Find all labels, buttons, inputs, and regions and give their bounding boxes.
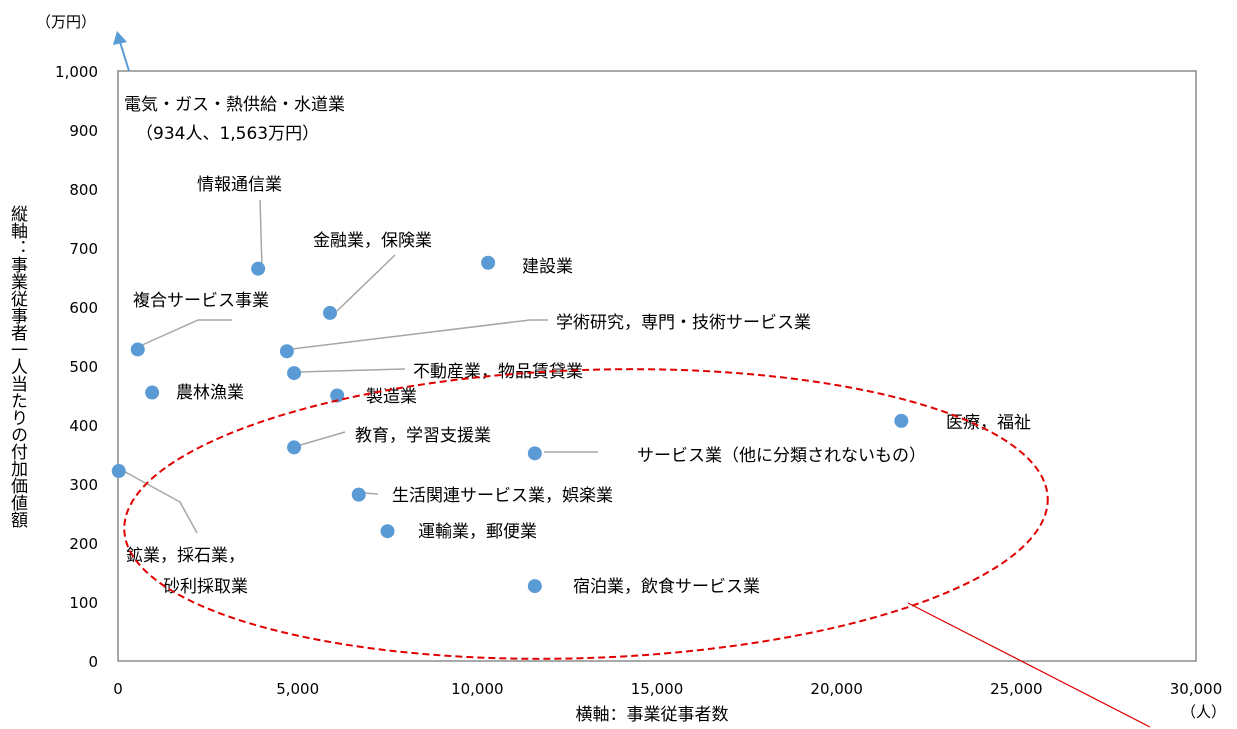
label-fudosan: 不動産業，物品賃貸業 (413, 362, 583, 382)
y-tick-label: 800 (69, 181, 98, 199)
x-axis-title: 横軸：事業従事者数 (576, 705, 729, 725)
y-tick-label: 0 (88, 653, 98, 671)
x-tick-label: 5,000 (276, 680, 319, 698)
y-tick-label: 1,000 (55, 63, 98, 81)
x-tick-label: 10,000 (451, 680, 504, 698)
label-kyoiku: 教育，学習支援業 (355, 426, 491, 446)
label-kinyu: 金融業，保険業 (313, 231, 432, 251)
y-tick-label: 700 (69, 240, 98, 258)
ellipse-pointer-line (907, 602, 1151, 728)
y-tick-label: 600 (69, 299, 98, 317)
point-iryo (894, 413, 909, 428)
x-unit-label: （人） (1181, 703, 1226, 721)
label-joho: 情報通信業 (197, 175, 282, 195)
off-scale-arrow-head (113, 31, 127, 45)
label-denki: 電気・ガス・熱供給・水道業 (124, 95, 345, 115)
label-noringyo: 農林漁業 (176, 383, 244, 403)
point-seizo (330, 388, 345, 403)
label-kogyo: 鉱業，採石業， (126, 546, 245, 566)
plot-area (117, 70, 1197, 662)
label-iryo: 医療，福祉 (946, 413, 1031, 433)
point-kensetsu (481, 255, 496, 270)
leader-joho (259, 199, 263, 269)
leader-fukugo (139, 319, 232, 347)
point-fudosan (287, 366, 302, 381)
leader-fudosan (297, 368, 406, 373)
label-kensetsu: 建設業 (522, 257, 573, 277)
label-fukugo: 複合サービス事業 (133, 291, 269, 311)
point-kyoiku (287, 440, 302, 455)
x-tick-label: 20,000 (810, 680, 863, 698)
point-fukugo (130, 342, 145, 357)
leader-lines (117, 199, 598, 534)
label-denki-note: （934人、1,563万円） (136, 124, 319, 144)
leader-seikatsu (363, 492, 379, 495)
y-tick-label: 300 (69, 476, 98, 494)
label-kogyo-line2: 砂利採取業 (163, 577, 248, 597)
x-tick-labels: 0 5,000 10,000 15,000 20,000 25,000 30,000 (113, 680, 1222, 698)
y-tick-labels: 0 100 200 300 400 500 600 700 800 900 1,000 (55, 63, 98, 671)
leader-kyoiku (296, 431, 346, 447)
point-service (527, 446, 542, 461)
y-tick-label: 100 (69, 594, 98, 612)
label-service: サービス業（他に分類されないもの） (637, 446, 926, 466)
point-joho (251, 261, 266, 276)
label-seikatsu: 生活関連サービス業，娯楽業 (392, 486, 613, 506)
point-seikatsu (351, 487, 366, 502)
data-points (111, 255, 909, 594)
x-tick-label: 15,000 (631, 680, 684, 698)
y-tick-label: 500 (69, 358, 98, 376)
off-scale-arrow-line (119, 41, 130, 72)
point-unyu (380, 524, 395, 539)
y-unit-label: （万円） (36, 13, 96, 31)
leader-kogyo (117, 467, 198, 534)
highlight-ellipse (123, 368, 1049, 660)
y-axis-title: 縦軸：事業従事者一人当たりの付加価値額 (7, 205, 27, 528)
label-shukuhaku: 宿泊業，飲食サービス業 (573, 577, 760, 597)
point-gakujutsu (279, 344, 294, 359)
y-tick-label: 200 (69, 535, 98, 553)
point-shukuhaku (527, 579, 542, 594)
x-tick-label: 0 (113, 680, 123, 698)
y-tick-label: 400 (69, 417, 98, 435)
point-kinyu (323, 305, 338, 320)
point-kogyo (111, 464, 126, 479)
point-noringyo (145, 385, 160, 400)
x-tick-label: 30,000 (1170, 680, 1223, 698)
label-unyu: 運輸業，郵便業 (418, 522, 537, 542)
point-labels: 電気・ガス・熱供給・水道業 （934人、1,563万円） 情報通信業金融業，保険業建… (124, 95, 1031, 597)
label-gakujutsu: 学術研究，専門・技術サービス業 (556, 313, 811, 333)
leader-gakujutsu (291, 319, 548, 350)
y-tick-label: 900 (69, 122, 98, 140)
leader-kinyu (336, 254, 396, 312)
x-tick-label: 25,000 (990, 680, 1043, 698)
